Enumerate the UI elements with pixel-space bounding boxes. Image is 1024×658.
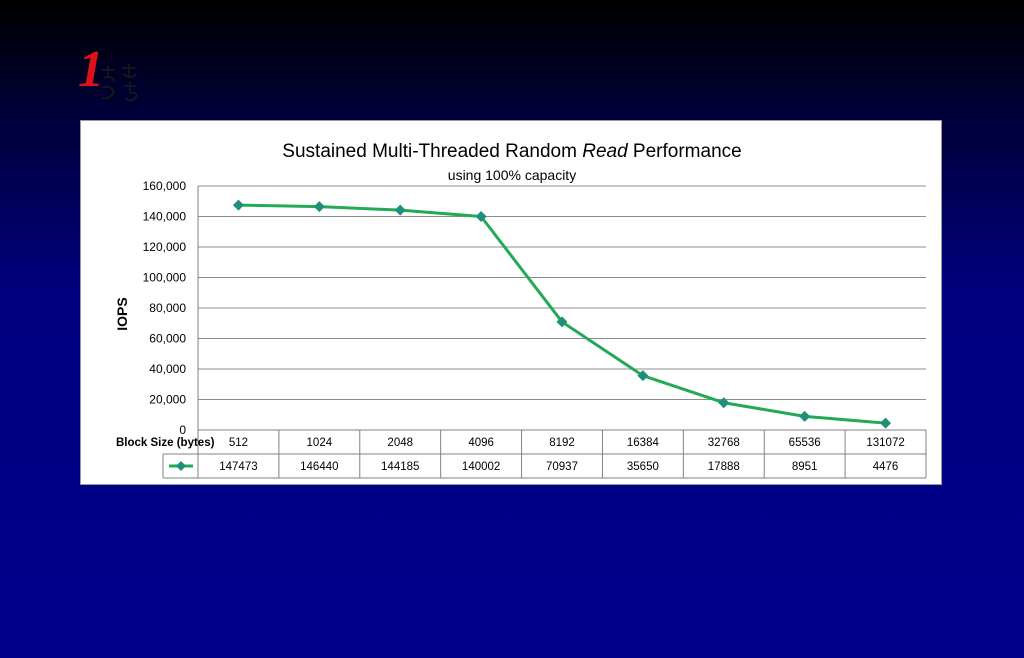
data-table-value: 17888 [708, 461, 740, 473]
data-table-value: 35650 [627, 461, 659, 473]
y-axis-label: IOPS [114, 297, 130, 330]
series-line [238, 203, 886, 425]
chart-panel: Sustained Multi-Threaded Random Read Per… [80, 120, 942, 485]
data-table-value: 8951 [792, 461, 818, 473]
y-tick-label: 160,000 [143, 179, 187, 193]
data-table: Block Size (bytes) 512 1024 2048 4096 8192 163… [116, 429, 927, 479]
y-axis-ticks: 0 20,000 40,000 60,000 80,000 100,000 120,000 1… [143, 179, 187, 437]
x-axis-label: Block Size (bytes) [116, 437, 215, 449]
x-tick-label: 32768 [708, 437, 740, 449]
company-logo: 1 [78, 44, 158, 108]
y-tick-label: 20,000 [149, 393, 186, 407]
y-tick-label: 100,000 [143, 271, 187, 285]
x-tick-label: 65536 [789, 437, 821, 449]
data-point [556, 316, 568, 328]
logo-numeral: 1 [78, 41, 104, 98]
x-tick-label: 16384 [627, 437, 660, 449]
y-tick-label: 0 [179, 423, 186, 437]
x-tick-label: 512 [229, 437, 248, 449]
x-tick-label: 8192 [549, 437, 575, 449]
data-point [799, 410, 811, 422]
data-point [718, 397, 730, 409]
x-tick-label: 4096 [468, 437, 494, 449]
chart-title: Sustained Multi-Threaded Random Read Per… [282, 141, 741, 162]
x-tick-label: 1024 [307, 437, 333, 449]
legend-key-marker [176, 461, 186, 471]
data-point [232, 199, 244, 211]
data-table-value: 147473 [219, 461, 257, 473]
data-table-value: 144185 [381, 461, 419, 473]
grid-lines [197, 185, 926, 431]
data-table-value: 4476 [873, 461, 899, 473]
logo-glyphs [98, 64, 154, 111]
iops-line-chart: Sustained Multi-Threaded Random Read Per… [114, 141, 927, 479]
x-tick-label: 2048 [387, 437, 413, 449]
series-layer [232, 199, 892, 429]
y-tick-label: 60,000 [149, 332, 186, 346]
y-tick-label: 140,000 [143, 210, 187, 224]
data-table-value: 70937 [546, 461, 578, 473]
y-tick-label: 120,000 [143, 240, 187, 254]
data-point [394, 204, 406, 216]
y-tick-label: 40,000 [149, 362, 186, 376]
data-point [475, 210, 487, 222]
chart-subtitle: using 100% capacity [448, 167, 576, 183]
x-tick-label: 131072 [866, 437, 904, 449]
y-tick-label: 80,000 [149, 301, 186, 315]
data-table-value: 146440 [300, 461, 338, 473]
data-point [637, 370, 649, 382]
data-point [880, 417, 892, 429]
data-table-value: 140002 [462, 461, 500, 473]
data-point [313, 201, 325, 213]
